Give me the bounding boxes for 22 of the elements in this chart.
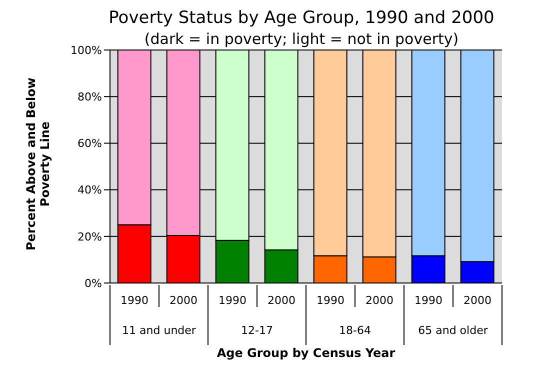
x-tick-label: 2000 [268,294,296,307]
x-tick-label: 1990 [316,294,344,307]
text: 12-17 [241,324,273,337]
text: 11 and under [122,324,196,337]
x-axis-title: Age Group by Census Year [216,346,396,360]
x-tick-label: 2000 [170,294,198,307]
x-tick-label: 1990 [120,294,148,307]
y-tick-label: 80% [78,90,102,104]
y-axis-title: Percent Above and Below Poverty Line [24,76,52,252]
chart-subtitle: (dark = in poverty; light = not in poverty) [144,30,459,48]
text: 65 and older [418,324,488,337]
x-tick-label: 1990 [414,294,442,307]
y-tick-label: 20% [78,230,102,244]
text: 18-64 [339,324,371,337]
y-tick-label: 60% [78,137,102,150]
x-tick-label: 1990 [218,294,246,307]
x-tick-label: 2000 [464,294,492,307]
chart-title: Poverty Status by Age Group, 1990 and 2000 [108,8,496,28]
y-tick-label: 40% [78,184,102,197]
y-tick-label: 0% [84,276,102,290]
y-tick-label: 100% [70,44,102,57]
x-tick-label: 2000 [366,294,394,307]
